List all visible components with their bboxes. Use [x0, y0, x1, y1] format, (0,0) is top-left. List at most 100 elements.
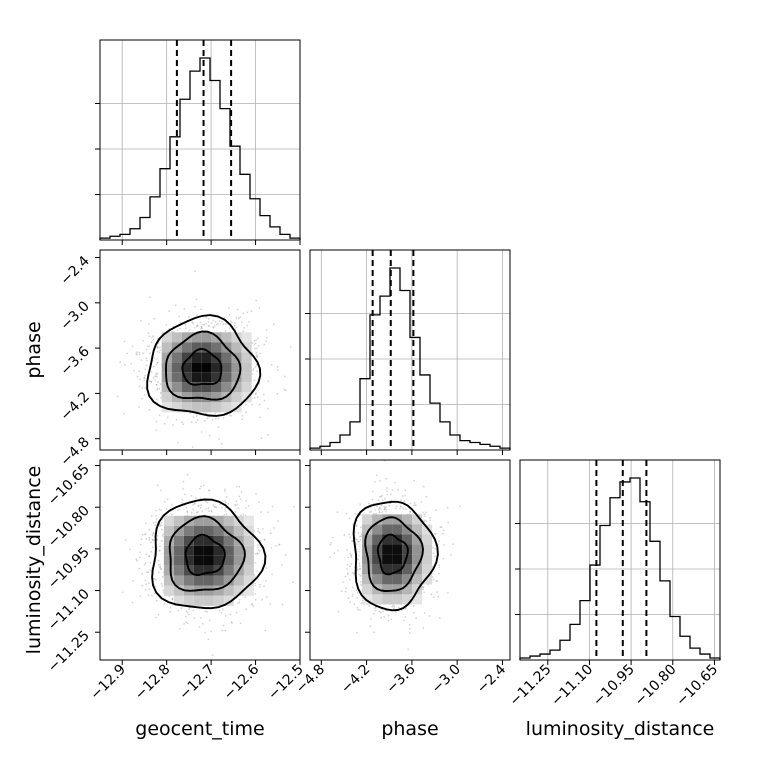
sample-point — [258, 550, 261, 552]
sample-point — [355, 524, 358, 527]
sample-point — [241, 418, 244, 421]
sample-point — [136, 351, 138, 353]
sample-point — [380, 508, 382, 510]
sample-point — [148, 582, 150, 584]
sample-point — [265, 336, 268, 339]
sample-point — [434, 547, 436, 550]
density-cell — [181, 362, 192, 373]
density-cell — [191, 352, 202, 363]
density-cell — [223, 535, 234, 546]
sample-point — [171, 330, 174, 333]
sample-point — [192, 504, 195, 506]
sample-point — [147, 345, 149, 347]
sample-point — [459, 505, 461, 508]
sample-point — [223, 514, 226, 516]
sample-point — [135, 352, 138, 355]
sample-point — [432, 546, 434, 549]
sample-point — [423, 513, 426, 516]
sample-point — [141, 573, 144, 575]
sample-point — [413, 479, 415, 482]
sample-point — [234, 511, 237, 513]
density-cell — [223, 515, 234, 526]
sample-point — [387, 614, 390, 617]
sample-point — [145, 364, 148, 367]
sample-point — [333, 552, 336, 555]
sample-point — [138, 385, 141, 388]
sample-point — [172, 424, 175, 426]
density-cell — [223, 545, 234, 556]
sample-point — [392, 604, 394, 607]
sample-point — [215, 323, 218, 326]
sample-point — [203, 420, 206, 422]
sample-point — [272, 323, 275, 326]
sample-point — [147, 332, 150, 335]
density-cell — [181, 382, 192, 393]
sample-point — [278, 543, 281, 546]
sample-point — [143, 379, 146, 382]
sample-point — [144, 368, 147, 371]
density-cell — [193, 595, 204, 606]
density-cell — [163, 525, 174, 536]
sample-point — [374, 481, 376, 483]
sample-point — [415, 617, 418, 620]
density-cell — [241, 332, 252, 343]
sample-point — [200, 308, 203, 311]
sample-point — [205, 322, 208, 325]
density-cell — [233, 525, 244, 536]
sample-point — [159, 566, 162, 569]
sample-point — [153, 357, 156, 359]
density-cell — [243, 545, 254, 556]
sample-point — [253, 339, 256, 342]
sample-point — [159, 383, 162, 386]
sample-point — [374, 509, 377, 511]
sample-point — [184, 323, 187, 326]
contour-inner — [184, 533, 226, 576]
sample-point — [452, 543, 454, 546]
sample-point — [360, 580, 362, 583]
sample-point — [151, 538, 154, 541]
sample-point — [197, 511, 200, 513]
sample-point — [257, 527, 259, 530]
sample-point — [193, 326, 196, 329]
sample-point — [143, 377, 146, 380]
sample-point — [228, 327, 231, 329]
sample-point — [186, 473, 189, 476]
sample-point — [281, 564, 283, 566]
sample-point — [436, 591, 438, 593]
sample-point — [447, 521, 450, 524]
sample-point — [219, 503, 222, 506]
sample-point — [424, 511, 427, 514]
sample-point — [148, 555, 151, 558]
sample-point — [219, 323, 222, 325]
density-cell — [163, 585, 174, 596]
sample-point — [360, 535, 363, 538]
density-cell — [213, 575, 224, 586]
density-cell — [203, 575, 214, 586]
sample-point — [351, 540, 354, 542]
density-cell — [223, 585, 234, 596]
sample-point — [150, 380, 153, 383]
sample-point — [185, 610, 188, 613]
density-cell — [171, 392, 182, 403]
sample-point — [344, 590, 347, 593]
sample-point — [355, 589, 358, 592]
sample-point — [352, 572, 355, 575]
sample-point — [200, 617, 202, 619]
sample-point — [442, 529, 445, 532]
sample-point — [191, 446, 194, 448]
density-cell — [163, 565, 174, 576]
sample-point — [183, 308, 186, 310]
density-cell — [183, 575, 194, 586]
sample-point — [256, 354, 258, 356]
sample-point — [157, 564, 160, 566]
sample-point — [262, 393, 265, 396]
sample-point — [169, 610, 172, 613]
sample-point — [399, 505, 402, 507]
sample-point — [412, 512, 414, 515]
sample-point — [348, 517, 351, 519]
sample-point — [257, 549, 260, 551]
sample-point — [257, 544, 259, 546]
density-cell — [203, 595, 214, 606]
sample-point — [196, 324, 199, 327]
sample-point — [207, 638, 210, 641]
